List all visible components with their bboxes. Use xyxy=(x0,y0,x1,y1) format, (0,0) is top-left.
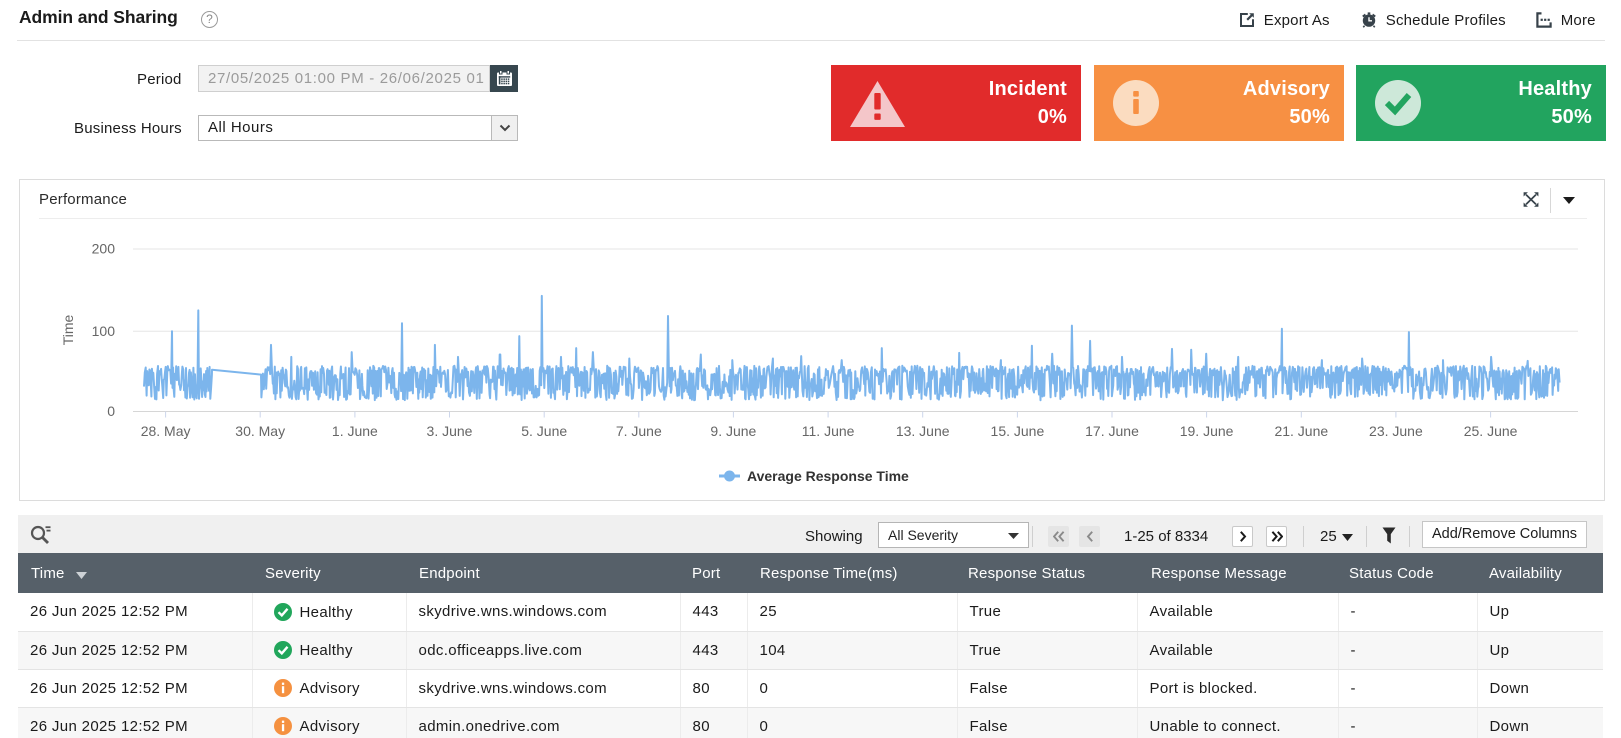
svg-text:100: 100 xyxy=(92,323,116,339)
svg-text:200: 200 xyxy=(92,241,116,257)
svg-text:3. June: 3. June xyxy=(427,423,473,439)
svg-text:5. June: 5. June xyxy=(521,423,567,439)
svg-text:30. May: 30. May xyxy=(235,423,285,439)
svg-text:13. June: 13. June xyxy=(896,423,950,439)
svg-text:7. June: 7. June xyxy=(616,423,662,439)
svg-text:Average Response Time: Average Response Time xyxy=(747,468,909,484)
svg-text:21. June: 21. June xyxy=(1274,423,1328,439)
svg-text:15. June: 15. June xyxy=(991,423,1045,439)
svg-text:25. June: 25. June xyxy=(1464,423,1518,439)
svg-text:9. June: 9. June xyxy=(710,423,756,439)
svg-text:17. June: 17. June xyxy=(1085,423,1139,439)
svg-text:Time: Time xyxy=(60,314,76,345)
svg-text:1. June: 1. June xyxy=(332,423,378,439)
svg-text:0: 0 xyxy=(107,403,115,419)
svg-text:11. June: 11. June xyxy=(802,423,855,439)
svg-text:23. June: 23. June xyxy=(1369,423,1423,439)
svg-text:19. June: 19. June xyxy=(1180,423,1234,439)
svg-text:28. May: 28. May xyxy=(141,423,191,439)
